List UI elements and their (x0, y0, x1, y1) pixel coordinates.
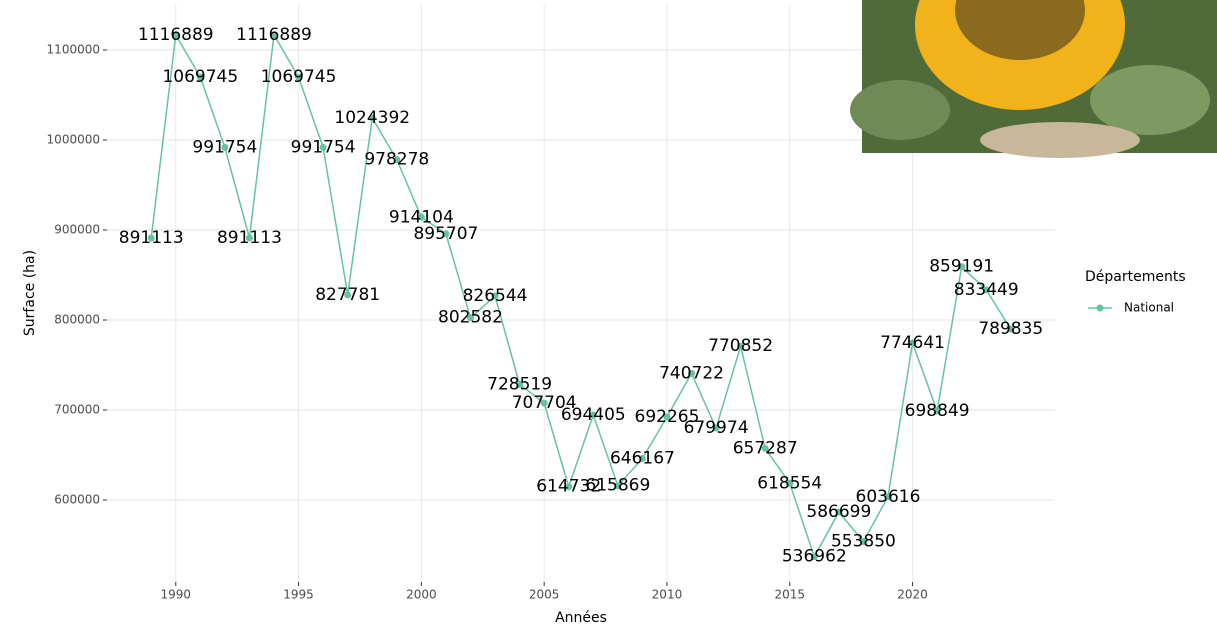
leaf (850, 80, 950, 140)
y-tick-label: 700000 (54, 403, 100, 417)
point (933, 407, 941, 415)
data-label: 553850 (831, 532, 896, 552)
data-label: 679974 (684, 418, 749, 438)
data-label: 859191 (929, 257, 994, 277)
data-label: 914104 (389, 207, 454, 227)
data-label: 891113 (217, 228, 282, 248)
data-label: 692265 (635, 407, 700, 427)
data-label: 789835 (978, 319, 1043, 339)
y-tick-label: 1100000 (47, 43, 100, 57)
point (319, 143, 327, 151)
data-label: 891113 (119, 228, 184, 248)
point (295, 73, 303, 81)
point (565, 483, 573, 491)
legend-key-point (1096, 304, 1104, 312)
data-label: 802582 (438, 308, 503, 328)
data-label: 707704 (512, 393, 577, 413)
point (147, 234, 155, 242)
data-label: 991754 (291, 137, 356, 157)
point (1007, 325, 1015, 333)
point (688, 369, 696, 377)
point (859, 538, 867, 546)
point (737, 342, 745, 350)
data-label: 740722 (659, 363, 724, 383)
point (417, 213, 425, 221)
data-label: 586699 (806, 502, 871, 522)
series-line (150, 32, 1012, 559)
point (810, 553, 818, 561)
y-tick-label: 1000000 (47, 133, 100, 147)
x-tick-label: 2005 (529, 588, 560, 602)
data-label: 774641 (880, 333, 945, 353)
data-label: 895707 (413, 224, 478, 244)
x-axis-label: Années (555, 610, 607, 626)
y-tick-label: 800000 (54, 313, 100, 327)
x-tick-label: 1995 (283, 588, 314, 602)
point (221, 143, 229, 151)
point (835, 508, 843, 516)
point (196, 73, 204, 81)
point (958, 263, 966, 271)
y-tick-label: 900000 (54, 223, 100, 237)
legend-title: Départements (1085, 269, 1186, 285)
point (442, 230, 450, 238)
data-label: 1116889 (236, 25, 312, 45)
data-label: 657287 (733, 438, 798, 458)
data-label: 826544 (463, 286, 528, 306)
point (982, 286, 990, 294)
leaf (1090, 65, 1210, 135)
x-tick-label: 2000 (406, 588, 437, 602)
point (245, 234, 253, 242)
data-label: 698849 (905, 401, 970, 421)
ground (980, 122, 1140, 158)
point (540, 399, 548, 407)
data-label: 991754 (192, 137, 257, 157)
point (638, 454, 646, 462)
data-label: 1024392 (334, 108, 410, 128)
x-tick-label: 2015 (774, 588, 805, 602)
data-label: 1069745 (162, 67, 238, 87)
point (663, 413, 671, 421)
point (344, 291, 352, 299)
photo (850, 0, 1217, 158)
x-tick-label: 2020 (897, 588, 928, 602)
data-label: 1069745 (261, 67, 337, 87)
point (491, 292, 499, 300)
x-tick-label: 1990 (160, 588, 191, 602)
data-label: 536962 (782, 547, 847, 567)
point (368, 114, 376, 122)
data-label: 728519 (487, 374, 552, 394)
data-label: 978278 (364, 150, 429, 170)
data-label: 615869 (585, 476, 650, 496)
point (786, 479, 794, 487)
x-tick-label: 2010 (652, 588, 683, 602)
point (516, 380, 524, 388)
data-label: 646167 (610, 448, 675, 468)
data-label: 694405 (561, 405, 626, 425)
data-label: 603616 (856, 487, 921, 507)
legend-label: National (1124, 301, 1174, 315)
data-label: 827781 (315, 285, 380, 305)
point (614, 482, 622, 490)
y-axis-label: Surface (ha) (22, 250, 38, 336)
y-tick-label: 600000 (54, 493, 100, 507)
grid (107, 5, 1055, 582)
flower-center (955, 0, 1085, 60)
data-label: 614732 (536, 477, 601, 497)
data-label: 618554 (757, 473, 822, 493)
point (172, 31, 180, 39)
point (712, 424, 720, 432)
data-label: 833449 (954, 280, 1019, 300)
point (589, 411, 597, 419)
point (270, 31, 278, 39)
point (884, 493, 892, 501)
point (909, 339, 917, 347)
point (393, 156, 401, 164)
marks: 891113 1116889 1069745 991754 891113 1116889 1… (119, 25, 1043, 567)
data-label: 770852 (708, 336, 773, 356)
point (761, 444, 769, 452)
point (466, 314, 474, 322)
data-label: 1116889 (138, 25, 214, 45)
